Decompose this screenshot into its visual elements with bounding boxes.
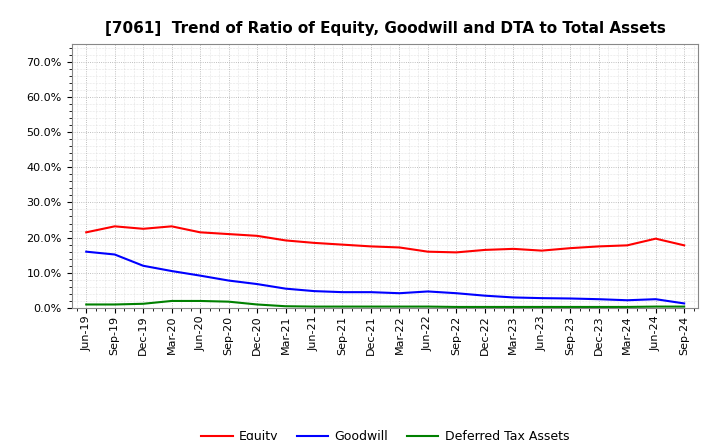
Goodwill bbox=[196, 273, 204, 278]
Equity bbox=[225, 231, 233, 237]
Line: Deferred Tax Assets: Deferred Tax Assets bbox=[86, 301, 684, 307]
Deferred Tax Assets bbox=[82, 302, 91, 307]
Deferred Tax Assets bbox=[196, 298, 204, 304]
Goodwill bbox=[537, 296, 546, 301]
Goodwill bbox=[680, 301, 688, 306]
Goodwill bbox=[395, 290, 404, 296]
Deferred Tax Assets bbox=[480, 304, 489, 310]
Equity bbox=[253, 233, 261, 238]
Equity bbox=[537, 248, 546, 253]
Goodwill bbox=[480, 293, 489, 298]
Goodwill bbox=[623, 297, 631, 303]
Deferred Tax Assets bbox=[509, 304, 518, 310]
Equity bbox=[652, 236, 660, 241]
Equity bbox=[196, 230, 204, 235]
Equity bbox=[509, 246, 518, 252]
Deferred Tax Assets bbox=[680, 304, 688, 309]
Deferred Tax Assets bbox=[537, 304, 546, 310]
Deferred Tax Assets bbox=[310, 304, 318, 309]
Line: Equity: Equity bbox=[86, 226, 684, 253]
Goodwill bbox=[225, 278, 233, 283]
Equity bbox=[282, 238, 290, 243]
Deferred Tax Assets bbox=[395, 304, 404, 309]
Goodwill bbox=[366, 290, 375, 295]
Goodwill bbox=[423, 289, 432, 294]
Equity bbox=[566, 246, 575, 251]
Equity bbox=[423, 249, 432, 254]
Equity bbox=[366, 244, 375, 249]
Equity bbox=[82, 230, 91, 235]
Goodwill bbox=[167, 268, 176, 274]
Deferred Tax Assets bbox=[452, 304, 461, 310]
Equity bbox=[310, 240, 318, 246]
Deferred Tax Assets bbox=[366, 304, 375, 309]
Equity bbox=[623, 243, 631, 248]
Deferred Tax Assets bbox=[652, 304, 660, 309]
Goodwill bbox=[253, 282, 261, 287]
Equity bbox=[167, 224, 176, 229]
Equity bbox=[139, 226, 148, 231]
Goodwill bbox=[652, 297, 660, 302]
Deferred Tax Assets bbox=[338, 304, 347, 309]
Goodwill bbox=[595, 297, 603, 302]
Deferred Tax Assets bbox=[225, 299, 233, 304]
Deferred Tax Assets bbox=[282, 304, 290, 309]
Equity bbox=[452, 250, 461, 255]
Legend: Equity, Goodwill, Deferred Tax Assets: Equity, Goodwill, Deferred Tax Assets bbox=[197, 425, 574, 440]
Goodwill bbox=[110, 252, 119, 257]
Deferred Tax Assets bbox=[623, 304, 631, 310]
Deferred Tax Assets bbox=[595, 304, 603, 310]
Deferred Tax Assets bbox=[566, 304, 575, 310]
Deferred Tax Assets bbox=[423, 304, 432, 309]
Goodwill bbox=[338, 290, 347, 295]
Equity bbox=[395, 245, 404, 250]
Deferred Tax Assets bbox=[167, 298, 176, 304]
Goodwill bbox=[82, 249, 91, 254]
Equity bbox=[480, 247, 489, 253]
Goodwill bbox=[566, 296, 575, 301]
Goodwill bbox=[509, 295, 518, 300]
Deferred Tax Assets bbox=[110, 302, 119, 307]
Goodwill bbox=[282, 286, 290, 291]
Deferred Tax Assets bbox=[253, 302, 261, 307]
Goodwill bbox=[139, 263, 148, 268]
Title: [7061]  Trend of Ratio of Equity, Goodwill and DTA to Total Assets: [7061] Trend of Ratio of Equity, Goodwil… bbox=[105, 21, 665, 36]
Equity bbox=[680, 243, 688, 248]
Deferred Tax Assets bbox=[139, 301, 148, 306]
Line: Goodwill: Goodwill bbox=[86, 252, 684, 304]
Equity bbox=[338, 242, 347, 247]
Equity bbox=[595, 244, 603, 249]
Equity bbox=[110, 224, 119, 229]
Goodwill bbox=[310, 289, 318, 294]
Goodwill bbox=[452, 290, 461, 296]
